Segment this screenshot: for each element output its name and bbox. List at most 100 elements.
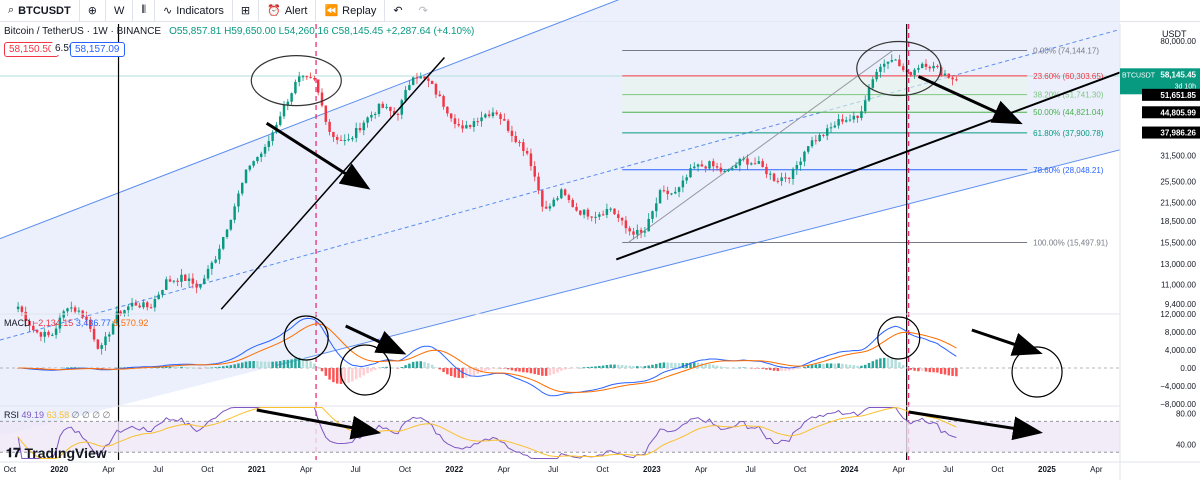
undo-button[interactable]: ↶ <box>385 0 410 22</box>
candle-body <box>799 161 802 166</box>
candle-body <box>54 328 58 335</box>
macd-histogram-bar <box>165 366 168 368</box>
macd-histogram-bar <box>613 364 616 368</box>
candle-body <box>309 77 312 79</box>
time-tick-label: Jul <box>350 465 360 474</box>
macd-histogram-bar <box>818 363 821 368</box>
interval-button[interactable]: W <box>106 0 134 22</box>
candle-body <box>867 87 871 101</box>
macd-histogram-bar <box>651 364 654 368</box>
macd-histogram-bar <box>810 364 814 368</box>
candle-body <box>123 310 126 315</box>
replay-button[interactable]: ⏪ Replay <box>316 0 386 22</box>
candle-body <box>423 76 426 79</box>
macd-histogram-bar <box>499 368 502 369</box>
macd-histogram-bar <box>806 365 810 368</box>
price-marker-box <box>1142 106 1200 119</box>
macd-histogram-bar <box>829 363 833 368</box>
macd-histogram-bar <box>278 360 282 368</box>
time-tick-label: Apr <box>893 465 906 474</box>
macd-layer <box>0 313 1200 398</box>
candle-body <box>218 248 221 260</box>
macd-histogram-bar <box>704 363 707 368</box>
macd-histogram-bar <box>392 367 396 369</box>
candle-body <box>408 85 411 90</box>
macd-histogram-bar <box>96 368 100 369</box>
candle-body <box>248 165 252 170</box>
candle-body <box>609 208 612 210</box>
candle-body <box>582 209 586 215</box>
highlight-circle <box>856 40 942 97</box>
macd-histogram-bar <box>275 361 278 368</box>
candle-body <box>605 209 609 215</box>
rsi-line <box>17 407 957 459</box>
macd-histogram-bar <box>347 368 350 383</box>
macd-histogram-bar <box>788 368 791 371</box>
candle-body <box>537 176 540 191</box>
time-tick-label: 2021 <box>248 465 266 474</box>
macd-histogram-bar <box>218 366 221 368</box>
compare-button[interactable]: ⊕ <box>80 0 106 22</box>
candle-body <box>769 173 772 175</box>
highlight-circle <box>250 55 342 107</box>
candle-body <box>328 121 331 132</box>
redo-button[interactable]: ↷ <box>411 0 436 22</box>
macd-histogram-bar <box>419 361 423 368</box>
arrow <box>256 408 382 440</box>
macd-histogram-bar <box>886 358 890 368</box>
alert-button[interactable]: ⏰ Alert <box>259 0 317 22</box>
macd-histogram-bar <box>522 368 525 373</box>
candle-body <box>727 169 730 172</box>
macd-histogram-bar <box>620 364 624 368</box>
time-tick-label: Oct <box>399 465 412 474</box>
candle-body <box>920 63 924 69</box>
macd-histogram-bar <box>598 365 601 368</box>
candle-body <box>244 169 248 183</box>
currency-label[interactable]: USDT <box>1162 29 1187 39</box>
time-tick-label: 2023 <box>643 465 661 474</box>
candle-body <box>92 328 96 340</box>
layout-button[interactable]: ⊞ <box>233 0 260 22</box>
macd-histogram-bar <box>765 368 768 370</box>
candle-body <box>396 113 400 115</box>
candle-body <box>267 141 271 147</box>
macd-histogram-bar <box>670 362 673 368</box>
candle-body <box>723 171 726 173</box>
candle-body <box>70 307 73 309</box>
arrow <box>971 328 1043 356</box>
candle-body <box>746 158 749 165</box>
macd-histogram-bar <box>400 367 404 368</box>
candle-body <box>294 81 297 94</box>
rsi-extra-values: ∅ ∅ ∅ ∅ <box>71 410 111 420</box>
candle-body <box>381 103 385 108</box>
candle-body <box>643 231 647 233</box>
bar-countdown-label: 3d 10h <box>1175 83 1197 90</box>
buy-price-box[interactable]: 58,157.09 <box>70 42 125 57</box>
macd-histogram-bar <box>791 368 795 370</box>
macd-histogram-bar <box>438 368 441 370</box>
highlight-circle <box>283 315 329 361</box>
macd-histogram-bar <box>248 361 252 368</box>
macd-histogram-bar <box>180 366 183 368</box>
candle-body <box>525 151 529 154</box>
sell-price-box[interactable]: 58,150.50 <box>4 42 59 57</box>
macd-histogram-bar <box>404 365 407 368</box>
candle-body <box>613 208 616 215</box>
candle-body <box>134 302 138 306</box>
chart-type-button[interactable]: ⫴ <box>133 0 155 22</box>
indicators-button[interactable]: ∿ Indicators <box>155 0 233 22</box>
macd-histogram-bar <box>841 363 844 368</box>
trend-line <box>615 71 1121 261</box>
candle-body <box>35 330 39 333</box>
macd-histogram-bar <box>495 368 498 369</box>
macd-histogram-bar <box>43 368 46 369</box>
candle-body <box>446 106 449 114</box>
candle-body <box>278 116 282 125</box>
symbol-search-button[interactable]: ⌕ BTCUSDT <box>0 0 80 22</box>
macd-line-value: 3,436.77 <box>75 318 111 328</box>
candle-body <box>476 121 479 123</box>
candle-body <box>894 59 897 61</box>
macd-histogram-bar <box>837 363 840 368</box>
macd-histogram-bar <box>537 368 540 375</box>
